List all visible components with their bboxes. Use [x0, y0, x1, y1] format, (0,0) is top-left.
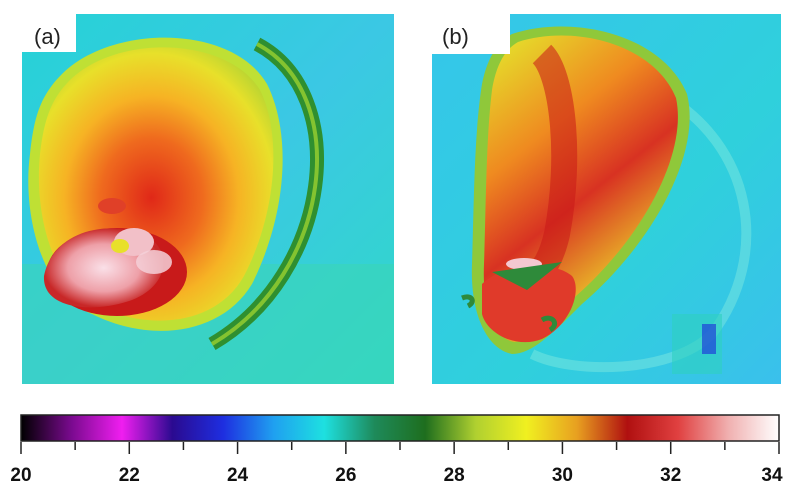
colorbar-tick-label: 22 — [118, 465, 140, 486]
colorbar-tick-label: 26 — [335, 465, 357, 486]
colorbar-ticks — [20, 442, 780, 454]
colorbar-tick-label: 30 — [551, 465, 573, 486]
thermal-image-a: (a) — [22, 14, 394, 384]
colorbar-tick-label: 20 — [10, 465, 32, 486]
thermal-image-b: (b) — [432, 14, 781, 384]
colorbar-tick-label: 28 — [443, 465, 465, 486]
panel-label-a: (a) — [22, 14, 76, 52]
colorbar-tick-label: 34 — [761, 465, 783, 486]
colorbar-tick-label: 32 — [660, 465, 682, 486]
colorbar-tick-label: 24 — [226, 465, 249, 486]
thermal-image-a-graphic — [22, 14, 394, 384]
temperature-colorbar — [20, 414, 780, 442]
panel-label-b: (b) — [432, 14, 510, 54]
colorbar-graphic — [20, 414, 780, 442]
thermal-image-b-graphic — [432, 14, 781, 384]
